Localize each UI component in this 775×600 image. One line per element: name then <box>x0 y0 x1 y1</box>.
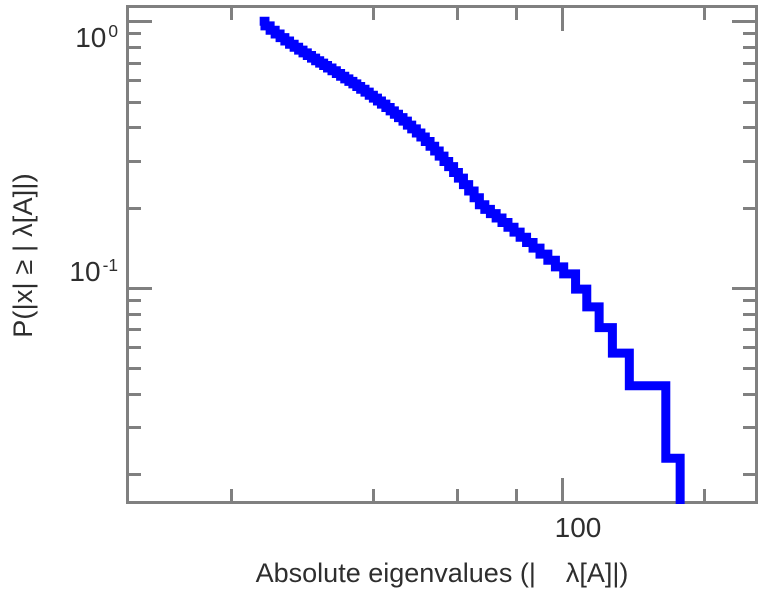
y-tick-label-1e0: 10 0 <box>75 20 118 53</box>
y-tick-exponent-minus1: -1 <box>102 254 118 275</box>
ccdf-step-curve <box>259 16 685 504</box>
x-tick-label-100: 100 <box>554 512 602 543</box>
y-tick-exponent-0: 0 <box>108 20 118 41</box>
data-series-group <box>259 16 685 504</box>
x-axis-label: Absolute eigenvalues (| λ[A]|) <box>255 558 629 588</box>
y-tick-label-1e-1: 10 -1 <box>69 254 118 287</box>
axis-ticks <box>126 5 758 504</box>
